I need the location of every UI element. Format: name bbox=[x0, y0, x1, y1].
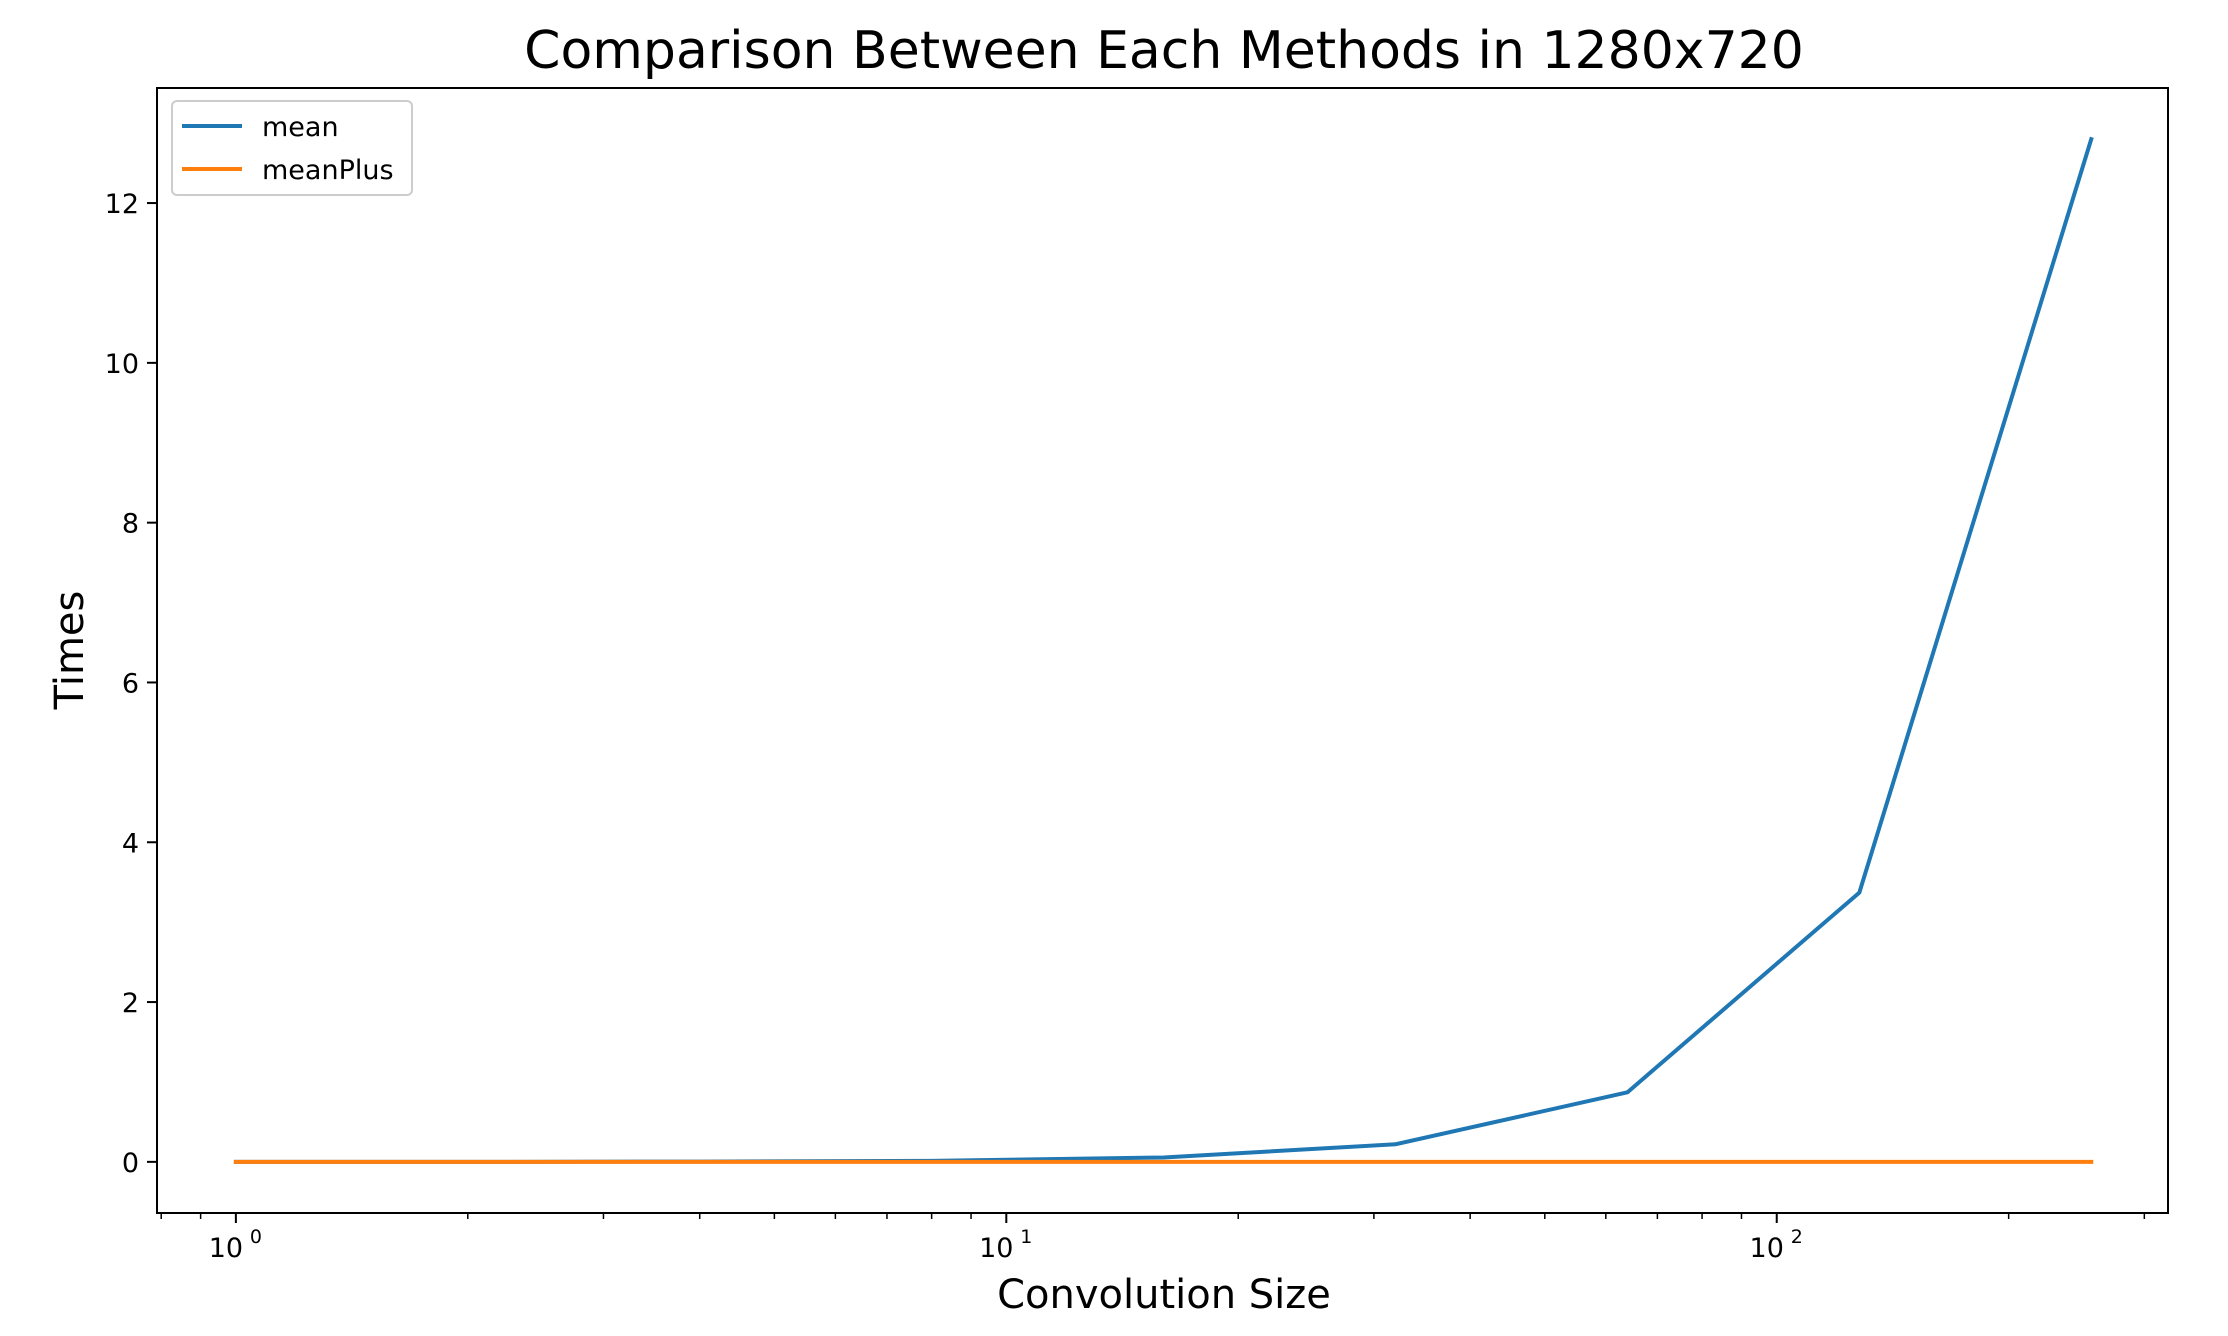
y-axis-label: Times bbox=[47, 591, 93, 711]
x-tick-label: 10 bbox=[979, 1233, 1013, 1264]
x-tick-label-exponent: 1 bbox=[1020, 1226, 1032, 1248]
series-layer bbox=[233, 136, 2094, 1164]
legend: mean meanPlus bbox=[171, 100, 413, 196]
plot-frame bbox=[156, 87, 2169, 1214]
x-tick-label-exponent: 0 bbox=[250, 1226, 262, 1248]
plot-area bbox=[156, 87, 2169, 1214]
y-tick-label: 2 bbox=[122, 988, 139, 1019]
x-tick-label: 10 bbox=[1750, 1233, 1784, 1264]
legend-label-meanPlus: meanPlus bbox=[262, 155, 394, 186]
x-axis: 10 0 10 1 10 2 bbox=[160, 1213, 2146, 1264]
y-axis: 0 2 4 6 8 10 12 bbox=[105, 189, 157, 1179]
y-tick-label: 0 bbox=[122, 1148, 139, 1179]
x-tick-label-exponent: 2 bbox=[1791, 1226, 1803, 1248]
legend-label-mean: mean bbox=[262, 112, 339, 143]
y-tick-label: 10 bbox=[105, 349, 139, 380]
y-tick-label: 6 bbox=[122, 668, 139, 699]
y-tick-label: 8 bbox=[122, 509, 139, 540]
x-axis-label: Convolution Size bbox=[997, 1272, 1331, 1318]
chart-title: Comparison Between Each Methods in 1280x… bbox=[524, 21, 1804, 81]
y-tick-label: 4 bbox=[122, 828, 139, 859]
x-tick-label: 10 bbox=[209, 1233, 243, 1264]
y-tick-label: 12 bbox=[105, 189, 139, 220]
